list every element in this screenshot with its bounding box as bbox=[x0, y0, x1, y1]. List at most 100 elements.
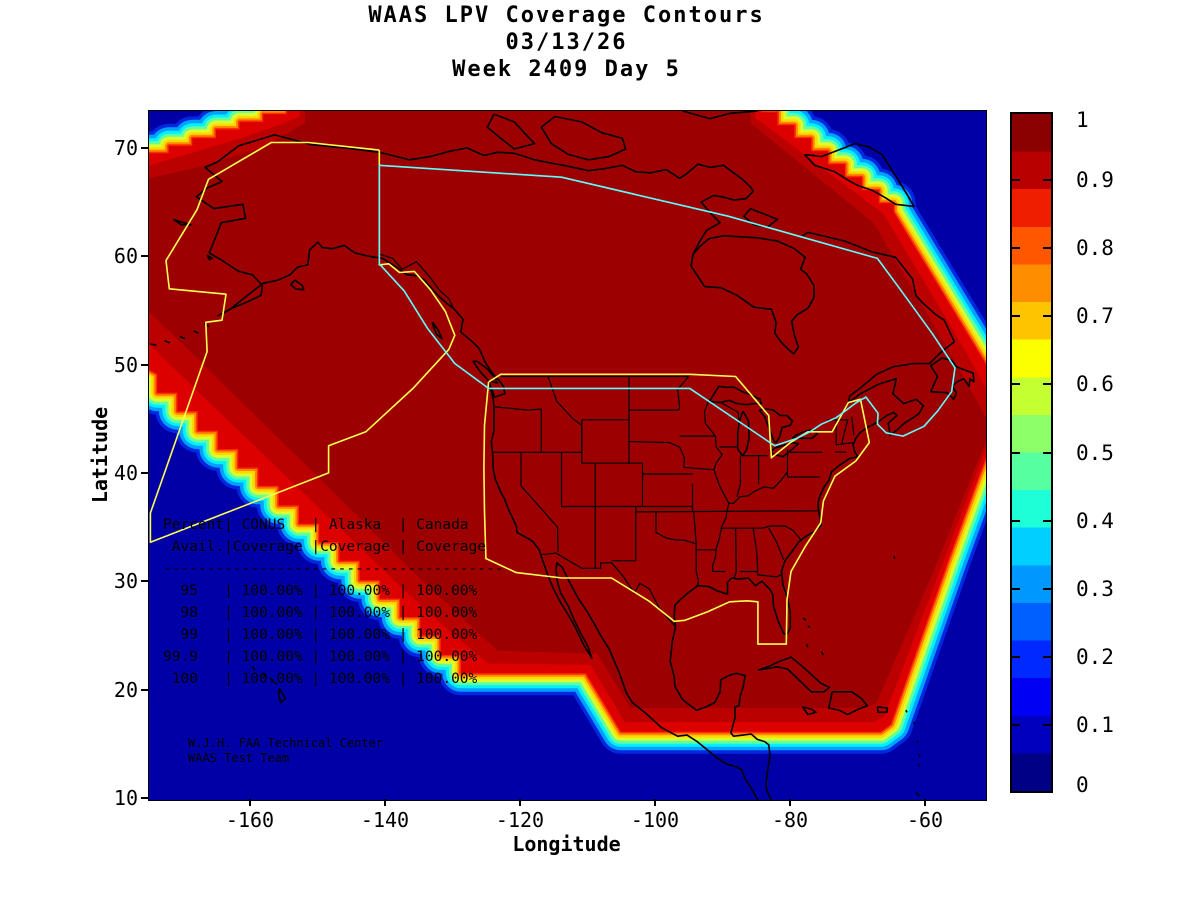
coastline bbox=[269, 677, 274, 682]
coastline bbox=[820, 651, 825, 656]
coastline bbox=[251, 666, 256, 671]
coastline bbox=[913, 721, 916, 725]
state-border bbox=[836, 442, 854, 446]
y-tick-mark bbox=[141, 797, 148, 799]
x-tick-label: -120 bbox=[495, 808, 545, 832]
state-border bbox=[736, 455, 741, 497]
coastline bbox=[802, 617, 807, 621]
coastline bbox=[673, 420, 880, 636]
y-tick-mark bbox=[141, 688, 148, 691]
coastline bbox=[918, 754, 921, 758]
coastline bbox=[929, 357, 975, 401]
canada-boundary bbox=[378, 164, 956, 447]
colorbar-tick-mark bbox=[1043, 383, 1051, 386]
x-tick-label: -80 bbox=[771, 808, 809, 832]
colorbar-tick-mark bbox=[1012, 383, 1020, 386]
state-border bbox=[693, 511, 697, 544]
chart-subtitle-week: Week 2409 Day 5 bbox=[452, 57, 681, 82]
state-border bbox=[547, 376, 583, 453]
colorbar-tick-mark bbox=[1043, 723, 1051, 726]
coastline bbox=[179, 335, 186, 340]
coastline bbox=[807, 625, 811, 629]
colorbar-tick-label: 0.9 bbox=[1076, 168, 1114, 193]
y-tick-label: 60 bbox=[113, 244, 138, 269]
coastline bbox=[917, 763, 920, 767]
coastline bbox=[431, 321, 443, 340]
coastline bbox=[193, 330, 199, 334]
state-border bbox=[379, 253, 455, 309]
coastline bbox=[262, 672, 266, 678]
x-tick-mark bbox=[519, 799, 521, 806]
conus-boundary bbox=[483, 373, 871, 645]
y-tick-label: 30 bbox=[113, 569, 138, 594]
coastline bbox=[206, 254, 214, 261]
chart-title-block: WAAS LPV Coverage Contours 03/13/26 Week… bbox=[148, 2, 985, 83]
colorbar-tick-label: 0.6 bbox=[1076, 372, 1114, 397]
colorbar-tick-mark bbox=[1043, 315, 1051, 318]
colorbar-tick-mark bbox=[1012, 587, 1020, 590]
state-border bbox=[841, 419, 849, 445]
state-border bbox=[739, 570, 782, 578]
x-tick-mark bbox=[654, 799, 656, 806]
coastline bbox=[195, 134, 759, 801]
colorbar-tick-mark bbox=[1012, 519, 1020, 522]
coastline bbox=[172, 218, 192, 226]
state-border bbox=[520, 452, 559, 553]
coastline bbox=[892, 555, 896, 559]
coastline bbox=[876, 706, 889, 714]
y-axis-label: Latitude bbox=[88, 406, 112, 504]
x-tick-label: -140 bbox=[360, 808, 410, 832]
coastline bbox=[290, 279, 305, 291]
coastline bbox=[805, 643, 809, 648]
coastline bbox=[708, 385, 763, 406]
coastline bbox=[472, 360, 499, 384]
colorbar-tick-mark bbox=[1043, 179, 1051, 182]
coastline bbox=[164, 340, 171, 344]
state-border bbox=[628, 440, 680, 448]
state-border bbox=[679, 446, 686, 468]
coastline bbox=[802, 231, 956, 436]
state-border bbox=[684, 466, 715, 471]
state-border bbox=[761, 525, 802, 541]
state-border bbox=[494, 406, 542, 411]
colorbar-tick-label: 0.3 bbox=[1076, 576, 1114, 601]
coverage-contour-map bbox=[104, 64, 1033, 804]
state-border bbox=[752, 528, 759, 572]
x-tick-label: -60 bbox=[906, 808, 944, 832]
coastline bbox=[682, 110, 758, 120]
state-border bbox=[611, 562, 677, 628]
colorbar-tick-label: 0.7 bbox=[1076, 304, 1114, 329]
y-tick-label: 40 bbox=[113, 461, 138, 485]
colorbar-tick-mark bbox=[1043, 655, 1051, 658]
coastline bbox=[150, 343, 157, 346]
y-tick-label: 10 bbox=[113, 786, 138, 810]
colorbar-tick-label: 0 bbox=[1076, 773, 1089, 797]
x-tick-mark bbox=[924, 799, 926, 806]
credit-text: W.J.H. FAA Technical Center WAAS Test Te… bbox=[188, 736, 384, 765]
map-svg bbox=[104, 64, 1033, 803]
colorbar-tick-mark bbox=[1043, 519, 1051, 522]
coastline bbox=[803, 142, 915, 208]
map-plot-area: Percent| CONUS | Alaska | Canada Avail.|… bbox=[104, 64, 1033, 804]
y-tick-mark bbox=[141, 255, 148, 258]
coastline bbox=[486, 113, 536, 150]
state-border bbox=[676, 376, 690, 411]
coastline bbox=[916, 740, 919, 743]
y-tick-label: 70 bbox=[113, 136, 138, 160]
state-border bbox=[768, 527, 785, 560]
state-border bbox=[635, 510, 820, 513]
y-tick-mark bbox=[141, 147, 148, 149]
coverage-stats-table: Percent| CONUS | Alaska | Canada Avail.|… bbox=[163, 517, 504, 687]
y-tick-mark bbox=[141, 472, 148, 474]
state-border bbox=[720, 401, 739, 420]
coastline bbox=[915, 791, 920, 797]
colorbar-tick-label: 1 bbox=[1076, 108, 1089, 132]
state-border bbox=[733, 528, 737, 579]
x-tick-label: -100 bbox=[630, 808, 680, 832]
x-tick-mark bbox=[789, 799, 791, 806]
coastline bbox=[905, 709, 908, 713]
coastline bbox=[540, 115, 627, 161]
state-border bbox=[834, 451, 847, 453]
colorbar-tick-mark bbox=[1012, 315, 1020, 318]
